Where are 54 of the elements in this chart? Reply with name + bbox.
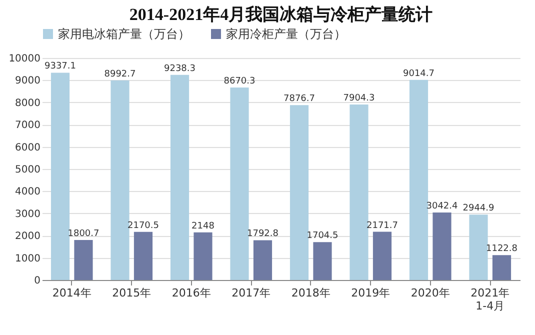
bar (290, 105, 309, 280)
y-tick-label: 5000 (15, 164, 40, 176)
legend-label: 家用冷柜产量（万台） (226, 27, 346, 41)
data-label: 1792.8 (246, 229, 279, 240)
y-tick-label: 2000 (15, 231, 40, 242)
bar (432, 212, 452, 280)
y-tick-label: 1000 (15, 253, 40, 264)
data-label: 3042.4 (426, 201, 458, 212)
x-tick-label: 2017年 (232, 286, 271, 300)
y-tick-label: 10000 (8, 54, 40, 64)
bar (350, 104, 368, 280)
bar (313, 242, 332, 280)
data-label: 1800.7 (68, 229, 100, 240)
data-label: 2170.5 (127, 220, 159, 231)
chart-title: 2014-2021年4月我国冰箱与冷柜产量统计 (129, 5, 433, 24)
y-tick-label: 6000 (15, 142, 40, 154)
x-tick-label: 2014年 (52, 286, 92, 300)
data-label: 2944.9 (462, 204, 495, 214)
data-label: 7904.3 (343, 94, 375, 104)
bar (74, 240, 93, 280)
data-label: 2148 (192, 221, 215, 232)
y-tick-label: 4000 (15, 186, 40, 198)
x-tick-label: 2016年 (172, 286, 211, 300)
data-label: 2171.7 (366, 220, 398, 231)
x-tick-label: 2015年 (112, 286, 152, 300)
x-tick-label: 2018年 (291, 286, 330, 300)
data-label: 9014.7 (403, 68, 435, 79)
y-tick-label: 0 (34, 276, 40, 286)
data-label: 8670.3 (224, 76, 256, 87)
data-label: 1704.5 (306, 231, 338, 242)
bar (134, 232, 153, 280)
bar (194, 232, 212, 280)
bar (253, 240, 272, 280)
legend-label: 家用电冰箱产量（万台） (58, 27, 190, 41)
y-tick-label: 7000 (15, 120, 40, 132)
bar (170, 74, 190, 280)
y-tick-label: 8000 (15, 98, 40, 109)
bar (50, 72, 70, 280)
data-label: 9238.3 (164, 64, 196, 74)
bar (492, 255, 512, 280)
x-tick-label: 2019年 (351, 286, 390, 300)
data-label: 1122.8 (486, 244, 518, 254)
x-tick-label: 2021年 1-4月 (470, 286, 510, 312)
x-tick-label: 2020年 (410, 286, 450, 300)
data-label: 9337.1 (44, 62, 76, 72)
y-tick-label: 9000 (15, 76, 40, 87)
bar (372, 232, 392, 280)
bar (230, 88, 249, 280)
bar (110, 80, 130, 280)
data-label: 7876.7 (284, 94, 316, 104)
bar (409, 80, 428, 280)
data-label: 8992.7 (104, 69, 136, 80)
bar (469, 214, 488, 280)
y-tick-label: 3000 (15, 208, 40, 220)
